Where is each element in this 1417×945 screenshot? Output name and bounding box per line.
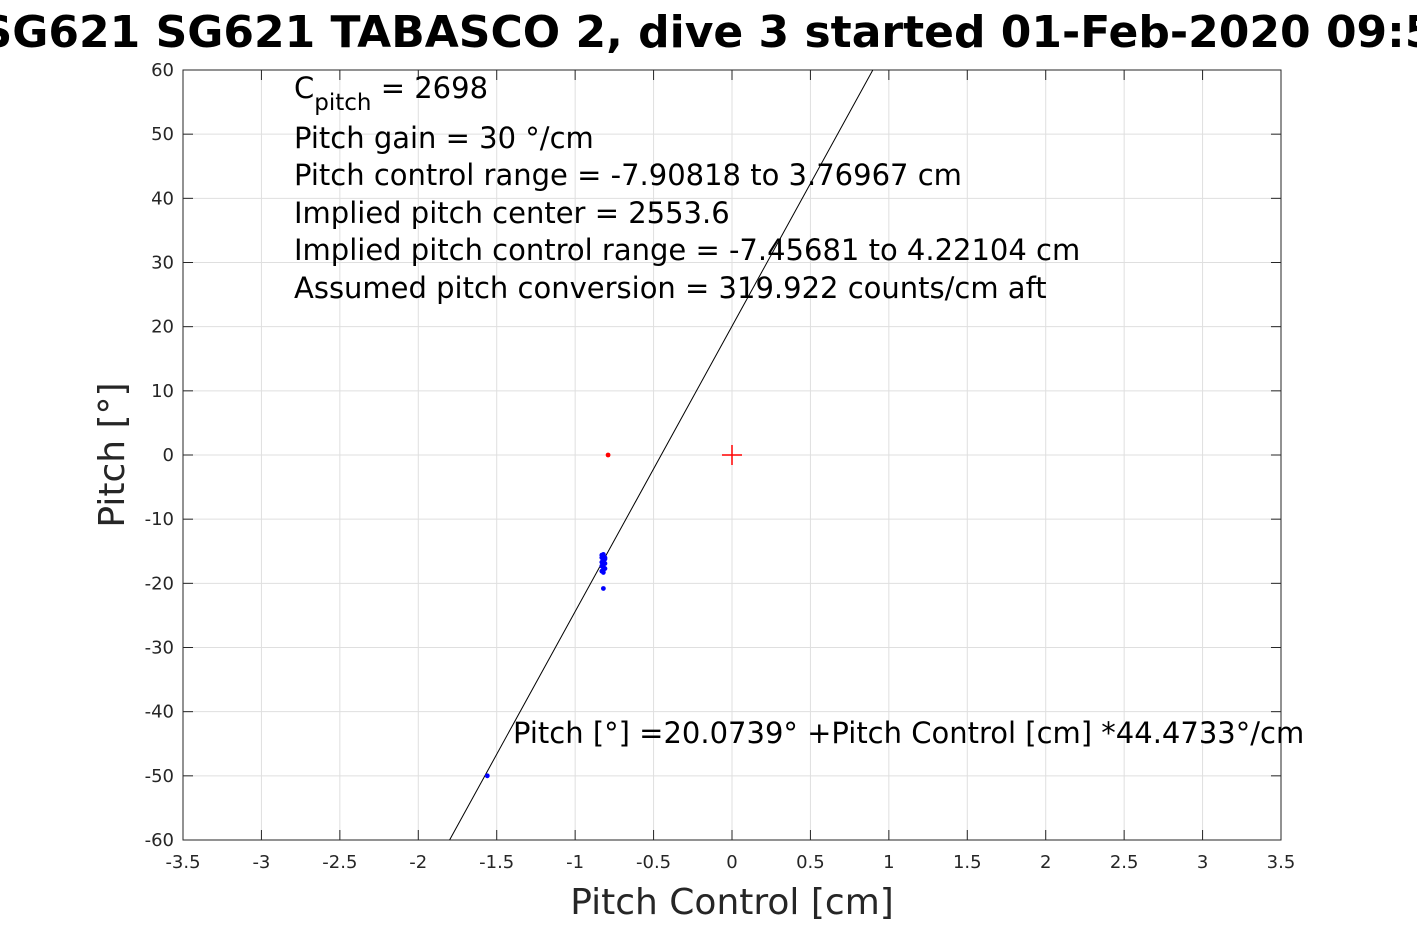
pitch-control-range-annotation: Pitch control range = -7.90818 to 3.7696…: [294, 158, 962, 192]
x-tick-label: 0.5: [796, 852, 825, 873]
pitch-conversion-annotation: Assumed pitch conversion = 319.922 count…: [294, 271, 1047, 305]
y-axis-label: Pitch [°]: [92, 382, 133, 527]
data-point: [484, 773, 490, 779]
fit-equation-annotation: Pitch [°] =20.0739° +Pitch Control [cm] …: [513, 716, 1304, 750]
x-tick-label: -3: [252, 852, 270, 873]
data-point: [599, 552, 605, 558]
center-marker: [722, 445, 742, 465]
y-tick-label: 10: [151, 381, 174, 402]
y-tick-label: -50: [145, 766, 174, 787]
y-tick-label: -10: [145, 509, 174, 530]
x-tick-label: 2.5: [1110, 852, 1139, 873]
implied-pitch-range-annotation: Implied pitch control range = -7.45681 t…: [294, 233, 1080, 267]
cpitch-symbol: C: [294, 71, 314, 105]
x-tick-label: -2.5: [322, 852, 357, 873]
pitch-gain-annotation: Pitch gain = 30 °/cm: [294, 121, 594, 155]
y-tick-label: 0: [163, 445, 174, 466]
y-tick-label: 20: [151, 317, 174, 338]
x-tick-label: -0.5: [636, 852, 671, 873]
data-point: [600, 586, 606, 591]
x-tick-label: 2: [1040, 852, 1051, 873]
x-tick-label: 3: [1197, 852, 1208, 873]
cpitch-value: = 2698: [371, 71, 488, 105]
y-tick-label: 40: [151, 188, 174, 209]
y-tick-label: -40: [145, 702, 174, 723]
y-tick-label: -20: [145, 573, 174, 594]
implied-pitch-center-annotation: Implied pitch center = 2553.6: [294, 196, 730, 230]
y-tick-label: 50: [151, 124, 174, 145]
y-tick-label: -60: [145, 830, 174, 851]
x-axis-label: Pitch Control [cm]: [570, 882, 894, 923]
x-tick-labels: -3.5 -3 -2.5 -2 -1.5 -1 -0.5 0 0.5 1 1.5 2 2.5 3 3.5: [165, 852, 1295, 873]
highlight-point: [605, 452, 611, 458]
plot-frame: [182, 69, 1282, 841]
x-tick-label: 1: [883, 852, 894, 873]
cpitch-annotation: Cpitch = 2698: [294, 71, 488, 116]
x-tick-label: -1.5: [479, 852, 514, 873]
cpitch-subscript: pitch: [314, 90, 371, 116]
x-tick-label: 1.5: [953, 852, 982, 873]
x-tick-label: 3.5: [1267, 852, 1296, 873]
y-tick-label: 30: [151, 253, 174, 274]
x-tick-label: -1: [566, 852, 584, 873]
y-tick-label: -30: [145, 638, 174, 659]
x-tick-label: 0: [726, 852, 737, 873]
fit-line: [449, 69, 874, 841]
data-point: [600, 570, 606, 575]
x-tick-label: -3.5: [165, 852, 200, 873]
x-tick-label: -2: [409, 852, 427, 873]
plot-marks: [449, 69, 874, 841]
y-tick-labels: -60 -50 -40 -30 -20 -10 0 10 20 30 40 50 60: [145, 60, 174, 851]
chart-title: SG621 SG621 TABASCO 2, dive 3 started 01…: [0, 7, 1417, 58]
y-tick-label: 60: [151, 60, 174, 81]
